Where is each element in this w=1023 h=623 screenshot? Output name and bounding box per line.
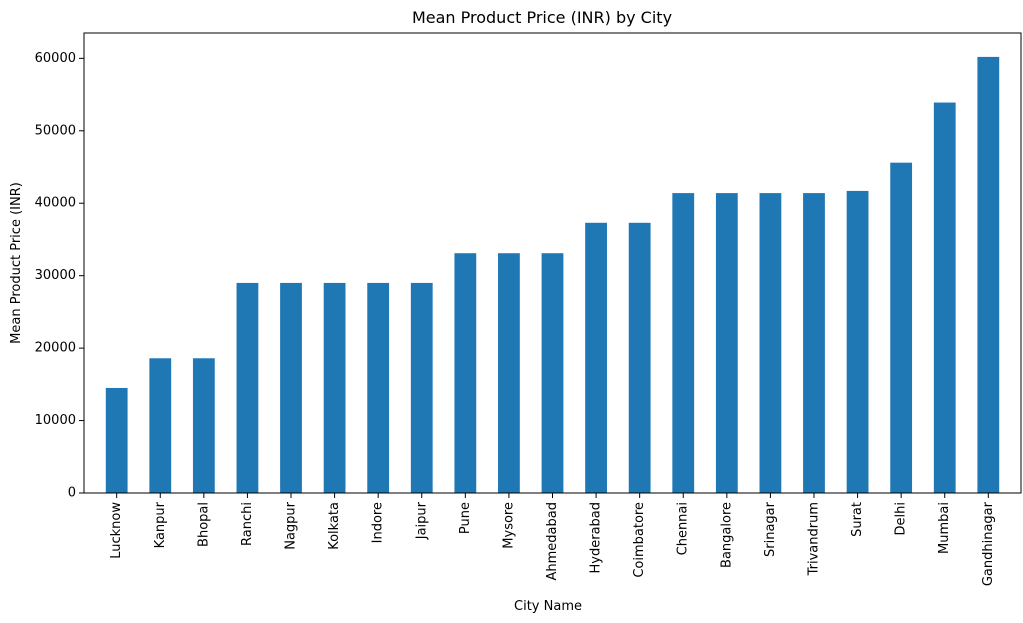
x-tick-label-kanpur: Kanpur	[153, 501, 168, 548]
bar-lucknow	[105, 387, 128, 493]
x-tick-label-delhi: Delhi	[894, 502, 909, 535]
x-tick-label-mumbai: Mumbai	[937, 502, 952, 554]
y-axis-label: Mean Product Price (INR)	[9, 182, 24, 344]
bar-bangalore	[715, 193, 738, 493]
bars-group	[105, 56, 1000, 493]
y-tick-label: 40000	[35, 196, 76, 211]
y-tick-label: 0	[68, 486, 76, 501]
bar-pune	[454, 253, 477, 493]
x-tick-label-pune: Pune	[458, 502, 473, 534]
bar-indore	[367, 282, 390, 493]
x-tick-label-trivandrum: Trivandrum	[806, 502, 821, 576]
bar-surat	[846, 190, 869, 493]
x-tick-label-bhopal: Bhopal	[196, 502, 211, 547]
bar-trivandrum	[803, 193, 825, 493]
x-tick-label-bangalore: Bangalore	[719, 502, 734, 568]
bar-srinagar	[759, 193, 782, 493]
plot-frame	[83, 32, 1022, 494]
x-tick-label-kolkata: Kolkata	[327, 502, 342, 550]
bar-ahmedabad	[541, 253, 564, 493]
bar-kolkata	[323, 282, 346, 493]
x-tick-label-mysore: Mysore	[501, 502, 516, 549]
bar-bhopal	[192, 358, 215, 493]
x-axis-label: City Name	[514, 599, 582, 614]
y-axis: 0 10000 20000 30000 40000 50000 60000	[35, 51, 84, 501]
x-tick-label-srinagar: Srinagar	[763, 501, 778, 557]
x-tick-label-lucknow: Lucknow	[109, 502, 124, 559]
y-tick-label: 30000	[35, 268, 76, 283]
chart-title: Mean Product Price (INR) by City	[412, 8, 672, 27]
x-tick-label-chennai: Chennai	[676, 502, 691, 555]
bar-coimbatore	[628, 222, 651, 493]
bar-kanpur	[149, 358, 172, 493]
y-tick-label: 10000	[35, 413, 76, 428]
x-tick-label-jaipur: Jaipur	[414, 501, 429, 540]
x-tick-label-surat: Surat	[850, 502, 865, 537]
y-tick-label: 60000	[35, 51, 76, 66]
y-tick-label: 50000	[35, 123, 76, 138]
x-tick-label-ahmedabad: Ahmedabad	[545, 502, 560, 580]
x-tick-label-coimbatore: Coimbatore	[632, 502, 647, 578]
bar-gandhinagar	[977, 56, 1000, 493]
x-tick-label-indore: Indore	[371, 502, 386, 543]
bar-mumbai	[933, 102, 956, 493]
bar-hyderabad	[585, 222, 607, 493]
x-tick-label-hyderabad: Hyderabad	[589, 502, 604, 574]
bar-delhi	[890, 162, 913, 493]
bar-jaipur	[410, 282, 433, 493]
bar-chennai	[672, 193, 695, 493]
y-tick-label: 20000	[35, 341, 76, 356]
x-tick-label-nagpur: Nagpur	[284, 501, 299, 549]
x-tick-label-gandhinagar: Gandhinagar	[981, 501, 996, 586]
bar-mysore	[498, 253, 520, 493]
x-tick-label-ranchi: Ranchi	[240, 502, 255, 546]
bar-ranchi	[236, 282, 259, 493]
x-axis: Lucknow Kanpur Bhopal Ranchi Nagpur Kolkata In…	[109, 493, 996, 586]
bar-nagpur	[280, 282, 302, 493]
